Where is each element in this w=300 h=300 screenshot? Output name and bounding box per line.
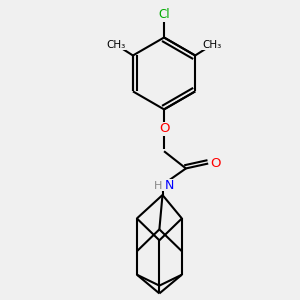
Text: O: O (210, 157, 220, 170)
Text: CH₃: CH₃ (203, 40, 222, 50)
Text: N: N (165, 179, 174, 192)
Text: O: O (159, 122, 169, 135)
Text: CH₃: CH₃ (106, 40, 125, 50)
Text: Cl: Cl (158, 8, 170, 21)
Text: H: H (154, 181, 163, 190)
